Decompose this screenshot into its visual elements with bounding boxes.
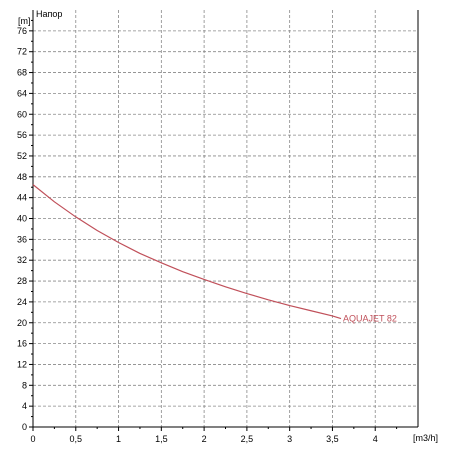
x-tick-label: 2,5 bbox=[241, 434, 254, 444]
y-tick-label: 36 bbox=[17, 234, 27, 244]
y-tick-label: 4 bbox=[22, 401, 27, 411]
x-tick-label: 2 bbox=[202, 434, 207, 444]
y-tick-label: 68 bbox=[17, 68, 27, 78]
y-tick-label: 48 bbox=[17, 172, 27, 182]
y-tick-label: 64 bbox=[17, 88, 27, 98]
y-tick-label: 12 bbox=[17, 359, 27, 369]
y-tick-label: 56 bbox=[17, 130, 27, 140]
y-tick-label: 52 bbox=[17, 151, 27, 161]
y-axis-label: [m] bbox=[18, 16, 31, 26]
x-tick-label: 3,5 bbox=[326, 434, 339, 444]
y-tick-label: 8 bbox=[22, 380, 27, 390]
chart-title: Напор bbox=[36, 9, 62, 19]
x-tick-label: 1,5 bbox=[155, 434, 168, 444]
y-tick-label: 76 bbox=[17, 26, 27, 36]
y-tick-label: 72 bbox=[17, 47, 27, 57]
series-line-aquajet-82 bbox=[32, 184, 342, 320]
x-tick-label: 0 bbox=[30, 434, 35, 444]
y-tick-label: 32 bbox=[17, 255, 27, 265]
x-axis-label: [m3/h] bbox=[413, 433, 438, 443]
y-tick-label: 16 bbox=[17, 339, 27, 349]
x-tick-label: 4 bbox=[373, 434, 378, 444]
series-label: AQUAJET 82 bbox=[343, 314, 397, 324]
y-tick-label: 24 bbox=[17, 297, 27, 307]
x-tick-label: 1 bbox=[116, 434, 121, 444]
y-tick-label: 28 bbox=[17, 276, 27, 286]
y-tick-label: 60 bbox=[17, 109, 27, 119]
y-tick-label: 44 bbox=[17, 193, 27, 203]
y-tick-label: 0 bbox=[22, 422, 27, 432]
x-tick-label: 0,5 bbox=[70, 434, 83, 444]
y-tick-label: 40 bbox=[17, 214, 27, 224]
series: AQUAJET 82 bbox=[32, 184, 397, 324]
y-tick-label: 20 bbox=[17, 318, 27, 328]
grid bbox=[33, 10, 418, 427]
x-tick-label: 3 bbox=[287, 434, 292, 444]
